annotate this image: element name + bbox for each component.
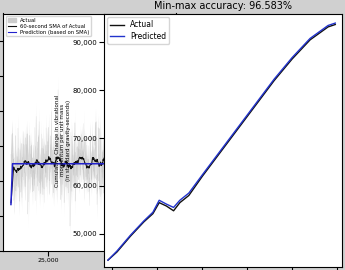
Actual [200,175,204,178]
Title: Min-max accuracy: 96.583%: Min-max accuracy: 96.583% [154,1,292,11]
Predicted [272,77,276,81]
Actual [308,38,312,42]
Predicted [164,202,168,206]
Predicted [151,211,155,214]
Predicted [128,234,132,237]
Actual [106,258,110,262]
Legend: Actual, 60-second SMA of Actual, Prediction (based on SMA): Actual, 60-second SMA of Actual, Predict… [6,16,91,36]
Actual [164,204,168,208]
Actual [128,235,132,238]
Predicted [187,191,191,195]
Predicted [157,199,161,202]
Predicted [326,24,330,27]
Actual [254,103,258,106]
Y-axis label: Cumulative Change in vibrational
momentum per unit mass
(in standard gravity-sec: Cumulative Change in vibrational momentu… [55,94,71,187]
Actual [115,250,119,254]
Actual [187,194,191,197]
Predicted [178,199,182,202]
Predicted [106,258,110,262]
Predicted [290,56,294,59]
Line: Actual: Actual [108,25,335,260]
Actual [290,57,294,60]
Actual [218,151,222,154]
Actual [333,23,337,26]
Actual [178,201,182,204]
Actual [142,220,146,224]
Predicted [218,149,222,153]
Predicted [254,102,258,105]
Legend: Actual, Predicted: Actual, Predicted [107,17,169,44]
Actual [272,79,276,82]
Line: Predicted: Predicted [108,23,335,260]
Actual [326,25,330,29]
Actual [171,209,176,212]
Predicted [308,37,312,40]
Actual [157,201,161,204]
Predicted [333,21,337,25]
Predicted [200,173,204,177]
Actual [151,212,155,215]
Actual [236,127,240,130]
Predicted [115,249,119,253]
Predicted [142,219,146,222]
Predicted [236,125,240,129]
Predicted [171,206,176,209]
